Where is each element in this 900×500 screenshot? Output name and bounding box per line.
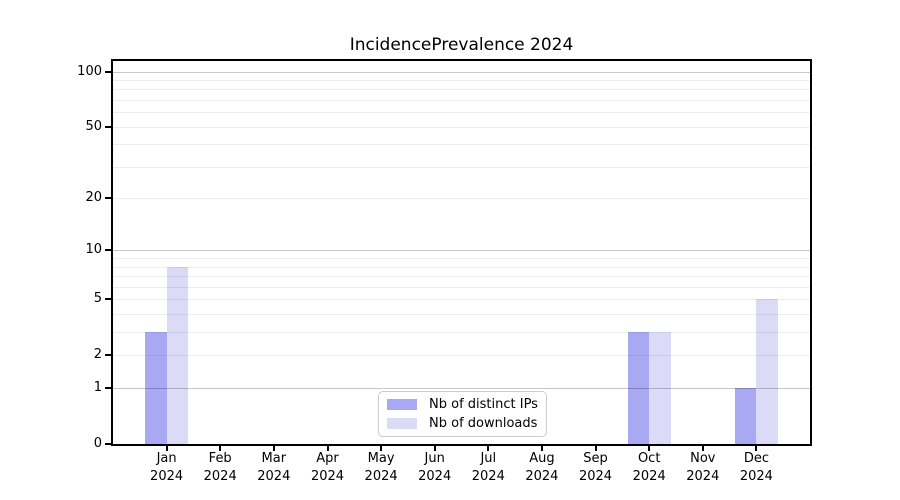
x-tick-jan: [165, 444, 168, 451]
x-tick-month: Sep: [583, 451, 608, 466]
x-tick-sep: [594, 444, 597, 451]
x-tick-year: 2024: [150, 469, 184, 484]
gridline-5: [113, 299, 810, 301]
x-tick-label-jun: Jun 2024: [390, 450, 480, 486]
x-tick-year: 2024: [739, 469, 773, 484]
x-tick-month: Nov: [690, 451, 716, 466]
y-tick-label-5: 5: [93, 291, 102, 307]
x-tick-label-apr: Apr 2024: [283, 450, 373, 486]
x-tick-may: [380, 444, 383, 451]
x-tick-month: Oct: [637, 451, 661, 466]
y-tick-label-20: 20: [85, 190, 102, 206]
x-tick-year: 2024: [471, 469, 505, 484]
bar-nb-of-downloads-dec: [756, 299, 778, 444]
x-tick-year: 2024: [686, 469, 720, 484]
x-tick-year: 2024: [578, 469, 613, 484]
x-tick-year: 2024: [632, 469, 666, 484]
bar-nb-of-downloads-jan: [166, 266, 189, 444]
legend-item-downloads: Nb of downloads: [387, 416, 538, 431]
bar-nb-of-distinct-ips-dec: [734, 388, 757, 444]
gridline-2: [113, 355, 810, 357]
bar-nb-of-distinct-ips-jan: [145, 332, 167, 444]
gridline-20: [113, 198, 810, 200]
legend-label-distinct-ips: Nb of distinct IPs: [429, 397, 538, 412]
x-tick-month: May: [367, 451, 395, 466]
gridline-90: [113, 79, 810, 81]
x-tick-year: 2024: [310, 469, 345, 484]
x-tick-label-aug: Aug 2024: [497, 450, 587, 486]
gridline-100: [113, 71, 810, 73]
bar-nb-of-downloads-oct: [649, 332, 671, 444]
x-tick-label-may: May 2024: [336, 450, 426, 486]
gridline-70: [113, 99, 810, 101]
gridline-1: [113, 388, 810, 390]
x-tick-aug: [540, 444, 543, 451]
x-tick-year: 2024: [418, 469, 452, 484]
y-tick-label-0: 0: [93, 436, 102, 451]
x-tick-label-sep: Sep 2024: [551, 450, 641, 486]
x-tick-label-jul: Jul 2024: [443, 450, 533, 486]
y-tick-10: [105, 249, 112, 252]
legend-label-downloads: Nb of downloads: [429, 416, 538, 431]
legend-item-distinct-ips: Nb of distinct IPs: [387, 397, 538, 412]
x-tick-year: 2024: [257, 469, 291, 484]
x-tick-year: 2024: [525, 469, 559, 484]
y-tick-5: [105, 298, 112, 301]
x-tick-year: 2024: [364, 469, 398, 484]
legend-swatch-downloads: [387, 418, 417, 429]
chart-title: IncidencePrevalence 2024: [349, 35, 574, 55]
x-tick-month: Jul: [480, 451, 497, 466]
gridline-9: [113, 258, 810, 260]
y-tick-label-2: 2: [93, 347, 102, 363]
x-tick-oct: [648, 444, 651, 451]
y-tick-1: [105, 387, 112, 390]
y-tick-label-10: 10: [85, 242, 102, 258]
x-tick-label-mar: Mar 2024: [229, 450, 319, 486]
x-tick-feb: [219, 444, 222, 451]
gridline-60: [113, 112, 810, 114]
gridline-3: [113, 332, 810, 334]
x-tick-month: Apr: [316, 451, 339, 466]
x-tick-label-dec: Dec 2024: [711, 450, 801, 486]
x-tick-month: Mar: [261, 451, 287, 466]
legend-swatch-distinct-ips: [387, 399, 417, 410]
x-tick-month: Jan: [156, 451, 177, 466]
gridline-30: [113, 166, 810, 168]
gridline-10: [113, 250, 810, 252]
gridline-4: [113, 314, 810, 316]
x-tick-apr: [326, 444, 329, 451]
y-tick-0: [105, 443, 112, 445]
y-tick-100: [105, 70, 112, 73]
gridline-7: [113, 276, 810, 278]
x-tick-jul: [487, 444, 490, 451]
gridline-40: [113, 144, 810, 146]
x-tick-year: 2024: [203, 469, 237, 484]
gridline-80: [113, 89, 810, 91]
x-tick-label-nov: Nov 2024: [658, 450, 748, 486]
x-tick-month: Dec: [743, 451, 769, 466]
x-tick-nov: [701, 444, 704, 451]
y-tick-50: [105, 125, 112, 128]
x-tick-label-oct: Oct 2024: [604, 450, 694, 486]
x-tick-label-jan: Jan 2024: [122, 450, 212, 486]
x-tick-jun: [433, 444, 436, 451]
legend: Nb of distinct IPs Nb of downloads: [378, 391, 547, 437]
gridline-50: [113, 126, 810, 128]
x-tick-dec: [755, 444, 758, 451]
plot-area: [113, 61, 810, 444]
y-tick-2: [105, 354, 112, 357]
y-tick-label-50: 50: [85, 118, 102, 134]
x-tick-month: Aug: [529, 451, 555, 466]
y-tick-label-100: 100: [77, 63, 102, 79]
y-tick-label-1: 1: [93, 380, 102, 396]
bar-nb-of-distinct-ips-oct: [627, 332, 650, 444]
x-tick-label-feb: Feb 2024: [175, 450, 265, 486]
x-tick-month: Jun: [424, 451, 445, 466]
x-tick-month: Feb: [208, 451, 232, 466]
gridline-6: [113, 286, 810, 288]
gridline-8: [113, 266, 810, 268]
x-tick-mar: [272, 444, 275, 451]
y-tick-20: [105, 197, 112, 200]
